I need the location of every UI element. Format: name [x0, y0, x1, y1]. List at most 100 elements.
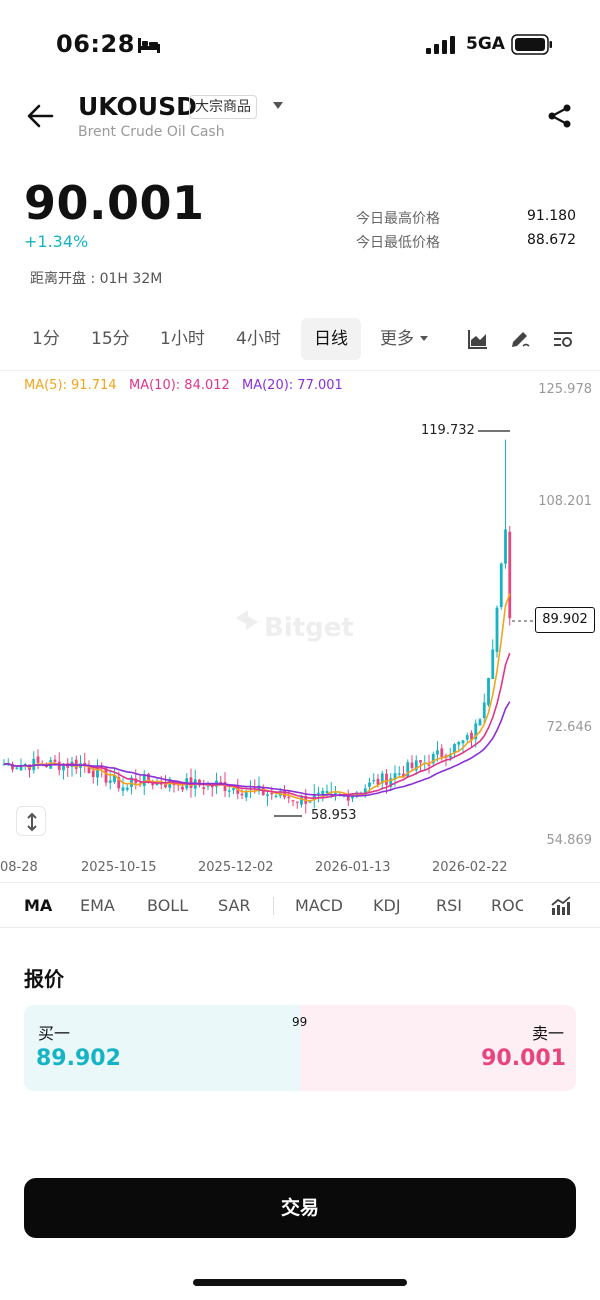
max-price-annotation: 119.732 [421, 423, 475, 438]
candle-body [198, 779, 201, 786]
candle-body [389, 778, 393, 787]
indicator-boll[interactable]: BOLL [147, 896, 189, 915]
candle-body [96, 766, 99, 778]
candle-body [15, 767, 19, 769]
indicator-ma[interactable]: MA [24, 896, 53, 915]
scale-toggle-button[interactable] [16, 806, 46, 836]
candle-body [151, 782, 155, 786]
price-chart-area[interactable] [0, 370, 600, 880]
candle-body [113, 775, 116, 783]
network-type: 5GA [466, 34, 505, 54]
ask-label: 卖一 [531, 1024, 564, 1043]
candle-body [23, 763, 27, 766]
candles-group [2, 439, 512, 814]
candle-body [372, 780, 376, 782]
bid-price[interactable]: 89.902 [36, 1046, 121, 1071]
indicator-settings-icon[interactable] [551, 896, 571, 916]
candle-body [240, 793, 244, 796]
candle-body [453, 744, 456, 754]
trade-button[interactable]: 交易 [24, 1178, 576, 1238]
tab-daily[interactable]: 日线 [301, 318, 361, 360]
status-time: 06:28 [56, 30, 135, 58]
candle-body [295, 801, 299, 803]
candle-body [210, 785, 214, 788]
low-price-value: 88.672 [527, 232, 576, 248]
ask-price[interactable]: 90.001 [481, 1046, 566, 1071]
candle-body [325, 791, 329, 794]
candle-body [402, 773, 405, 777]
candle-body [2, 764, 6, 766]
candle-body [419, 760, 422, 763]
bitget-watermark: Bitget [236, 610, 354, 643]
battery-icon [511, 34, 552, 55]
bid-label: 买一 [38, 1024, 71, 1043]
x-tick-label: 2025-10-15 [81, 860, 157, 875]
tab-1m[interactable]: 1分 [32, 329, 60, 349]
candle-body [308, 801, 312, 803]
indicator-tabs: MA EMA BOLL SAR MACD KDJ RSI ROC [0, 882, 600, 928]
x-tick-label: 2026-01-13 [315, 860, 391, 875]
candle-body [108, 780, 112, 783]
indicator-ema[interactable]: EMA [80, 896, 115, 915]
tab-4h[interactable]: 4小时 [236, 329, 281, 349]
candle-body [62, 764, 65, 771]
indicator-kdj[interactable]: KDJ [373, 896, 401, 915]
candle-body [142, 774, 146, 786]
candle-body [499, 563, 503, 608]
x-tick-label: 2025-12-02 [198, 860, 274, 875]
candle-body [465, 735, 469, 740]
tab-more[interactable]: 更多 [380, 318, 429, 360]
ma20-line [3, 701, 511, 797]
candle-body [393, 773, 397, 780]
candlestick-chart[interactable]: Bitget [0, 370, 600, 880]
candle-body [181, 786, 184, 790]
draw-tool-icon[interactable] [509, 328, 531, 350]
candle-body [291, 800, 295, 802]
high-price-label: 今日最高价格 [356, 211, 440, 227]
candle-body [487, 677, 490, 706]
caret-down-icon[interactable] [272, 101, 284, 111]
y-tick-label: 72.646 [546, 720, 593, 735]
high-price-value: 91.180 [527, 208, 576, 224]
chart-settings-icon[interactable] [552, 328, 574, 350]
home-indicator[interactable] [193, 1279, 407, 1286]
indicator-sar[interactable]: SAR [218, 896, 251, 915]
candle-body [287, 796, 291, 799]
candle-body [478, 719, 482, 726]
tab-15m[interactable]: 15分 [91, 329, 130, 349]
tab-1h[interactable]: 1小时 [160, 329, 205, 349]
chart-type-icon[interactable] [467, 328, 489, 350]
bid-box[interactable] [24, 1005, 300, 1091]
candle-body [53, 759, 57, 762]
candle-body [300, 795, 303, 805]
more-caret-icon [420, 336, 429, 341]
candle-body [266, 794, 269, 796]
symbol-title[interactable]: UKOUSD [78, 92, 197, 121]
candle-body [11, 763, 14, 770]
candle-body [274, 795, 278, 798]
candle-body [147, 773, 150, 782]
cellular-signal-icon [426, 36, 455, 54]
indicator-roc[interactable]: ROC [491, 896, 523, 915]
price-change-percent: +1.34% [24, 232, 89, 251]
candle-body [363, 788, 367, 795]
indicator-rsi[interactable]: RSI [436, 896, 462, 915]
candle-body [270, 792, 274, 795]
candle-body [346, 795, 350, 801]
back-arrow-icon[interactable] [26, 103, 54, 129]
ma20-legend: MA(20): 77.001 [242, 378, 343, 393]
candle-body [312, 794, 316, 800]
share-icon[interactable] [547, 104, 573, 128]
indicator-macd[interactable]: MACD [295, 896, 343, 915]
ask-box[interactable] [300, 1005, 576, 1091]
candle-body [457, 741, 461, 745]
candle-body [134, 778, 138, 784]
x-tick-label: 08-28 [0, 860, 38, 875]
candle-body [117, 776, 121, 789]
ma10-legend: MA(10): 84.012 [129, 378, 230, 393]
candle-body [495, 607, 499, 652]
spread-ratio: 99 [292, 1015, 308, 1029]
x-tick-label: 2026-02-22 [432, 860, 508, 875]
low-price-label: 今日最低价格 [356, 235, 440, 251]
candle-body [397, 773, 401, 775]
